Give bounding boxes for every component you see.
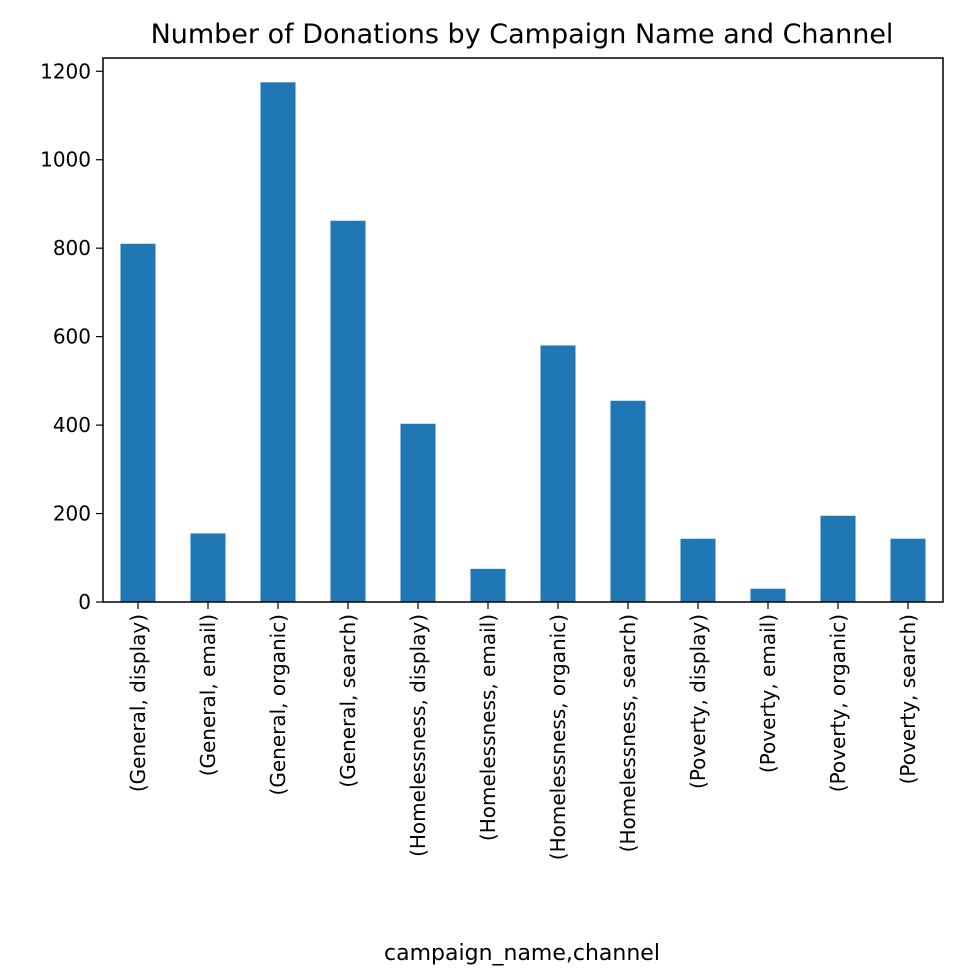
bar <box>330 220 366 602</box>
x-tick-label: (Poverty, display) <box>686 614 710 789</box>
bar <box>400 423 436 602</box>
x-tick-label: (Poverty, search) <box>896 614 920 784</box>
y-axis-ticks: 0 200 400 600 800 1000 1200 <box>40 59 103 614</box>
bar <box>260 82 296 603</box>
y-tick-label: 600 <box>53 325 91 349</box>
x-tick-label: (General, organic) <box>266 614 290 795</box>
x-tick-label: (General, display) <box>126 614 150 792</box>
y-tick-label: 1200 <box>40 59 91 83</box>
x-tick-label: (Homelessness, email) <box>476 614 500 841</box>
y-tick-label: 1000 <box>40 148 91 172</box>
bar <box>120 243 156 602</box>
x-tick-label: (General, search) <box>336 614 360 788</box>
bar <box>470 568 506 602</box>
bars <box>120 82 926 603</box>
x-tick-label: (Homelessness, organic) <box>546 614 570 860</box>
x-tick-label: (General, email) <box>196 614 220 776</box>
bar <box>890 538 926 602</box>
y-tick-label: 400 <box>53 413 91 437</box>
y-tick-label: 800 <box>53 236 91 260</box>
chart-title: Number of Donations by Campaign Name and… <box>151 19 894 50</box>
bar <box>750 588 786 602</box>
x-tick-label: (Homelessness, search) <box>616 614 640 852</box>
x-tick-label: (Homelessness, display) <box>406 614 430 857</box>
bar <box>540 345 576 602</box>
bar <box>610 400 646 602</box>
bar <box>190 533 226 602</box>
x-axis-ticks: (General, display) (General, email) (Gener… <box>126 602 920 860</box>
y-tick-label: 200 <box>53 502 91 526</box>
y-tick-label: 0 <box>78 590 91 614</box>
bar <box>680 538 716 602</box>
bar <box>820 515 856 602</box>
x-tick-label: (Poverty, email) <box>756 614 780 773</box>
x-axis-label: campaign_name,channel <box>384 941 660 966</box>
plot-frame <box>102 57 944 603</box>
x-tick-label: (Poverty, organic) <box>826 614 850 792</box>
